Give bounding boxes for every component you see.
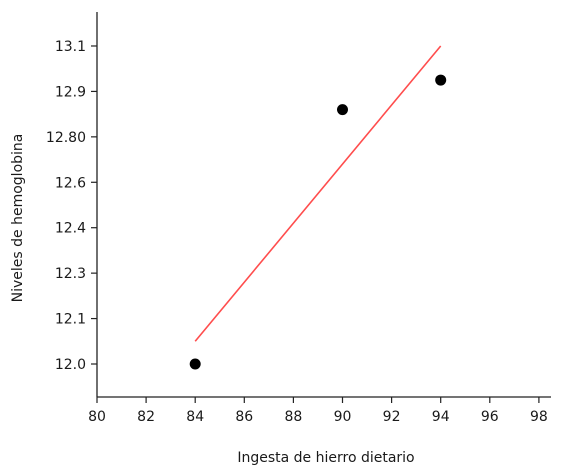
data-point — [435, 74, 447, 86]
y-tick-label: 12.9 — [55, 84, 86, 100]
x-tick-label: 86 — [235, 409, 253, 425]
y-tick-label: 12.4 — [55, 221, 86, 237]
x-tick-label: 82 — [137, 409, 155, 425]
y-tick-label: 12.3 — [55, 266, 86, 282]
y-tick-label: 12.0 — [55, 357, 86, 373]
x-tick-label: 96 — [481, 409, 499, 425]
x-tick-label: 80 — [88, 409, 106, 425]
y-tick-label: 12.80 — [46, 130, 86, 146]
data-point — [337, 104, 348, 116]
x-axis-ticks: 80 82 84 86 88 90 92 94 96 98 — [88, 397, 548, 425]
x-tick-label: 98 — [530, 409, 548, 425]
data-point — [189, 358, 201, 370]
x-tick-label: 90 — [334, 409, 352, 425]
y-axis-title: Niveles de hemoglobina — [10, 134, 26, 303]
y-tick-label: 12.1 — [55, 312, 86, 328]
x-tick-label: 84 — [186, 409, 204, 425]
y-tick-label: 12.6 — [55, 175, 86, 191]
trend-line — [194, 45, 442, 342]
y-tick-label: 13.1 — [55, 39, 86, 55]
x-tick-label: 94 — [432, 409, 450, 425]
x-tick-label: 92 — [383, 409, 401, 425]
y-axis-ticks: 12.0 12.1 12.3 12.4 12.6 12.80 12.9 13.1 — [46, 39, 97, 373]
plot-marks — [189, 45, 447, 370]
x-tick-label: 88 — [284, 409, 302, 425]
x-axis-title: Ingesta de hierro dietario — [237, 450, 414, 466]
